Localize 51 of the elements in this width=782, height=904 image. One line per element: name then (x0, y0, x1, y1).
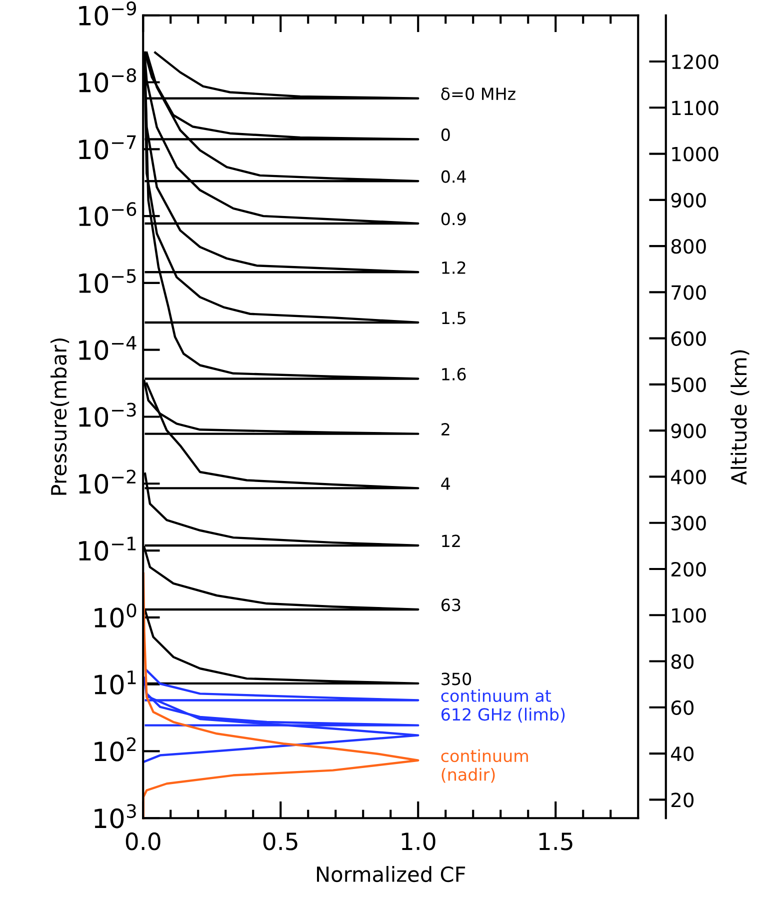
category-label: 800 (671, 239, 706, 254)
category-label: 60 (671, 700, 694, 716)
series-label: continuum (nadir) (441, 749, 528, 783)
y-tick-label: 10$^{−5}$ (79, 269, 136, 294)
series-label: 1.2 (442, 261, 466, 274)
y-tick-label: 10$^{−2}$ (79, 470, 136, 494)
x-tick-label: 0.5 (263, 832, 298, 850)
category-label: 500 (672, 377, 706, 392)
category-label: 80 (671, 654, 694, 669)
category-label: 600 (671, 331, 706, 346)
series-label: 0.9 (441, 212, 466, 226)
series-label: 63 (441, 598, 460, 612)
y-tick-label: 10$^{0}$ (94, 603, 136, 628)
category-label: 300 (672, 516, 706, 531)
y-tick-label: 10$^{−7}$ (79, 135, 136, 160)
series-label: 1.6 (442, 368, 466, 380)
category-label: 400 (671, 470, 706, 484)
series-label: 12 (442, 534, 460, 548)
y-tick-label: 10$^{2}$ (94, 737, 136, 762)
y-tick-label: 10$^{−1}$ (79, 536, 136, 561)
category-label: 1100 (672, 100, 718, 116)
category-label: 20 (671, 792, 694, 808)
x-axis-title: Normalized CF (317, 866, 466, 882)
series-label: 0.4 (441, 170, 466, 183)
series-label: 2 (442, 423, 450, 436)
y-tick-label: 10$^{−4}$ (79, 336, 136, 360)
series-label: δ=0 MHz (441, 88, 516, 100)
x-tick-label: 0.0 (126, 832, 160, 850)
series-label: 4 (441, 478, 450, 490)
category-label: 900 (671, 424, 706, 438)
x-tick-label: 1.0 (402, 832, 436, 850)
series-label: continuum at 612 GHz (limb) (441, 689, 565, 723)
y-tick-label: 10$^{−9}$ (79, 1, 136, 26)
y-axis-title: Pressure(mbar) (50, 338, 70, 495)
x-tick-label: 1.5 (539, 832, 572, 850)
category-label: 200 (671, 562, 706, 577)
y-tick-label: 10$^{−6}$ (79, 202, 136, 226)
category-label: 1200 (672, 54, 718, 70)
category-label: 40 (671, 746, 694, 762)
category-label: 100 (672, 608, 706, 623)
y-tick-label: 10$^{−8}$ (79, 68, 136, 92)
series-label: 0 (441, 128, 450, 141)
category-label: 700 (672, 285, 706, 300)
y-tick-label: 10$^{1}$ (94, 670, 136, 695)
y-tick-label: 10$^{−3}$ (79, 402, 136, 427)
category-label: 900 (671, 192, 706, 208)
series-label: 1.5 (442, 312, 466, 324)
y2-axis-title: Altitude (km) (730, 350, 750, 485)
series-label: 350 (442, 672, 472, 686)
y-tick-label: 10$^{3}$ (94, 804, 136, 828)
category-label: 1000 (672, 146, 718, 162)
